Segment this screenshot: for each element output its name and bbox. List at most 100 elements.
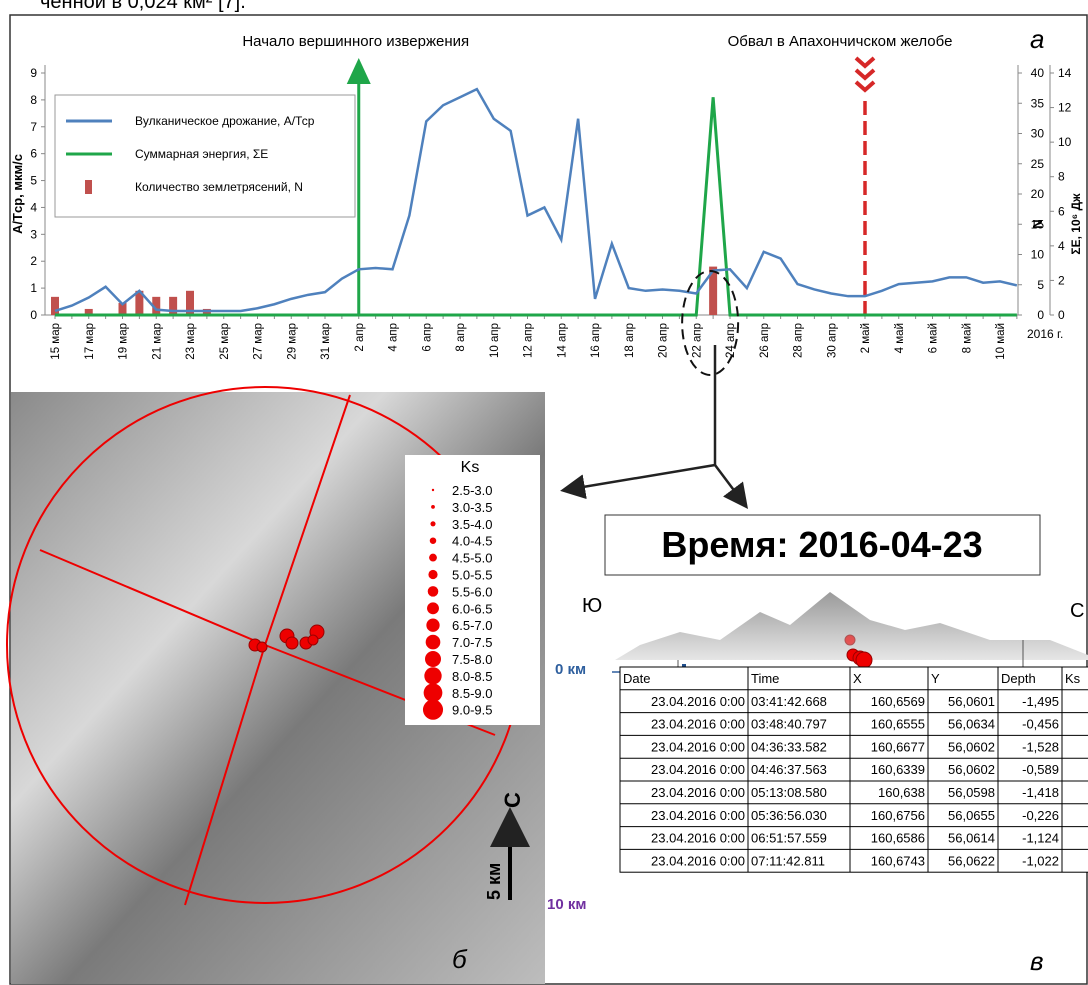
y3-axis-label: ΣE, 10⁶ Дж (1069, 193, 1083, 255)
x-tick-label: 28 апр (793, 323, 805, 358)
ks-dot (431, 505, 435, 509)
y2-tick-label: 5 (1037, 278, 1044, 292)
table-cell: 23.04.2016 0:00 (651, 762, 745, 777)
table-cell: 56,0602 (948, 762, 995, 777)
ks-dot (426, 635, 441, 650)
x-tick-label: 8 апр (455, 323, 467, 352)
page: ченной в 0,024 км² [7]. 0123456789051015… (0, 0, 1088, 985)
y-tick-label: 4 (30, 200, 37, 214)
ks-dot (428, 586, 439, 597)
table-cell: -0,456 (1022, 717, 1059, 732)
panel-label: в (1030, 946, 1044, 976)
depth-0-label: 0 км (555, 661, 586, 678)
y-tick-label: 9 (30, 66, 37, 80)
table-cell: 160,6339 (871, 762, 925, 777)
ks-dot (430, 521, 435, 526)
scale-label: 5 км (484, 863, 504, 900)
ks-dot (428, 570, 437, 579)
x-tick-label: 10 май (995, 323, 1007, 360)
x-tick-label: 2 апр (354, 323, 366, 352)
x-tick-label: 6 май (928, 323, 940, 353)
table-cell: -1,124 (1022, 831, 1059, 846)
table-cell: 160,6569 (871, 694, 925, 709)
ks-label: 7.5-8.0 (452, 652, 492, 667)
ks-label: 6.0-6.5 (452, 601, 492, 616)
table-cell: -1,495 (1022, 694, 1059, 709)
y3-tick-label: 0 (1058, 308, 1065, 322)
table-cell: -1,022 (1022, 853, 1059, 868)
y3-tick-label: 4 (1058, 239, 1065, 253)
table-cell: -0,589 (1022, 762, 1059, 777)
y3-tick-label: 14 (1058, 66, 1072, 80)
x-tick-label: 16 апр (590, 323, 602, 358)
depth-10-label: 10 км (547, 896, 586, 913)
table-cell: 160,6743 (871, 853, 925, 868)
ks-label: 9.0-9.5 (452, 703, 492, 718)
north-label: С (1070, 600, 1084, 622)
table-cell: 56,0655 (948, 808, 995, 823)
x-tick-label: 22 апр (691, 323, 703, 358)
y2-tick-label: 0 (1037, 308, 1044, 322)
x-tick-label: 2 май (860, 323, 872, 353)
x-tick-label: 19 мар (118, 323, 130, 360)
time-title: Время: 2016-04-23 (661, 524, 982, 565)
ks-label: 4.5-5.0 (452, 551, 492, 566)
connector-arrow (565, 465, 715, 490)
x-tick-label: 12 апр (523, 323, 535, 358)
table-cell: 07:11:42.811 (751, 853, 825, 868)
table-cell: 56,0601 (948, 694, 995, 709)
y2-tick-label: 10 (1031, 248, 1045, 262)
x-tick-label: 27 мар (253, 323, 265, 360)
x-tick-label: 29 мар (286, 323, 298, 360)
table-cell: -1,418 (1022, 785, 1059, 800)
table-cell: 06:51:57.559 (751, 831, 827, 846)
table-cell: 05:13:08.580 (751, 785, 827, 800)
x-tick-label: 20 апр (658, 323, 670, 358)
x-tick-label: 21 мар (151, 323, 163, 360)
collapse-chevron (856, 70, 874, 78)
x-tick-label: 24 апр (725, 323, 737, 358)
table-cell: 03:48:40.797 (751, 717, 827, 732)
y2-tick-label: 25 (1031, 157, 1045, 171)
table-cell: -0,226 (1022, 808, 1059, 823)
table-cell: 160,6677 (871, 739, 925, 754)
x-tick-label: 26 апр (759, 323, 771, 358)
table-header: Y (931, 671, 940, 686)
y3-tick-label: 8 (1058, 170, 1065, 184)
table-cell: 160,6756 (871, 808, 925, 823)
legend-swatch (85, 180, 92, 194)
south-label: Ю (582, 595, 602, 617)
y-tick-label: 1 (30, 281, 37, 295)
ks-dot (427, 602, 439, 614)
table-header: Date (623, 671, 650, 686)
y2-tick-label: 20 (1031, 187, 1045, 201)
x-tick-label: 4 май (894, 323, 906, 353)
x-tick-label: 31 мар (320, 323, 332, 360)
y2-axis-label: N (1030, 219, 1045, 228)
ks-dot (426, 619, 439, 632)
table-cell: 23.04.2016 0:00 (651, 717, 745, 732)
text-fragment: ченной в 0,024 км² [7]. (40, 0, 246, 13)
bar (169, 297, 177, 315)
table-cell: 56,0622 (948, 853, 995, 868)
x-tick-label: 6 апр (421, 323, 433, 352)
annotation: Начало вершинного извержения (242, 33, 469, 50)
panel-label: б (452, 944, 468, 974)
ks-label: 8.5-9.0 (452, 686, 492, 701)
ks-label: 6.5-7.0 (452, 618, 492, 633)
table-cell: 56,0598 (948, 785, 995, 800)
y-tick-label: 3 (30, 227, 37, 241)
ks-dot (432, 489, 434, 491)
x-tick-label: 8 май (961, 323, 973, 353)
ks-label: 8.0-8.5 (452, 669, 492, 684)
ks-label: 3.5-4.0 (452, 517, 492, 532)
y-tick-label: 7 (30, 120, 37, 134)
year-label: 2016 г. (1027, 327, 1063, 341)
collapse-chevron (856, 58, 874, 66)
panel-label: а (1030, 24, 1044, 54)
x-tick-label: 14 апр (556, 323, 568, 358)
y3-tick-label: 6 (1058, 204, 1065, 218)
legend-label: Суммарная энергия, ΣЕ (135, 147, 268, 161)
ks-label: 5.0-5.5 (452, 568, 492, 583)
